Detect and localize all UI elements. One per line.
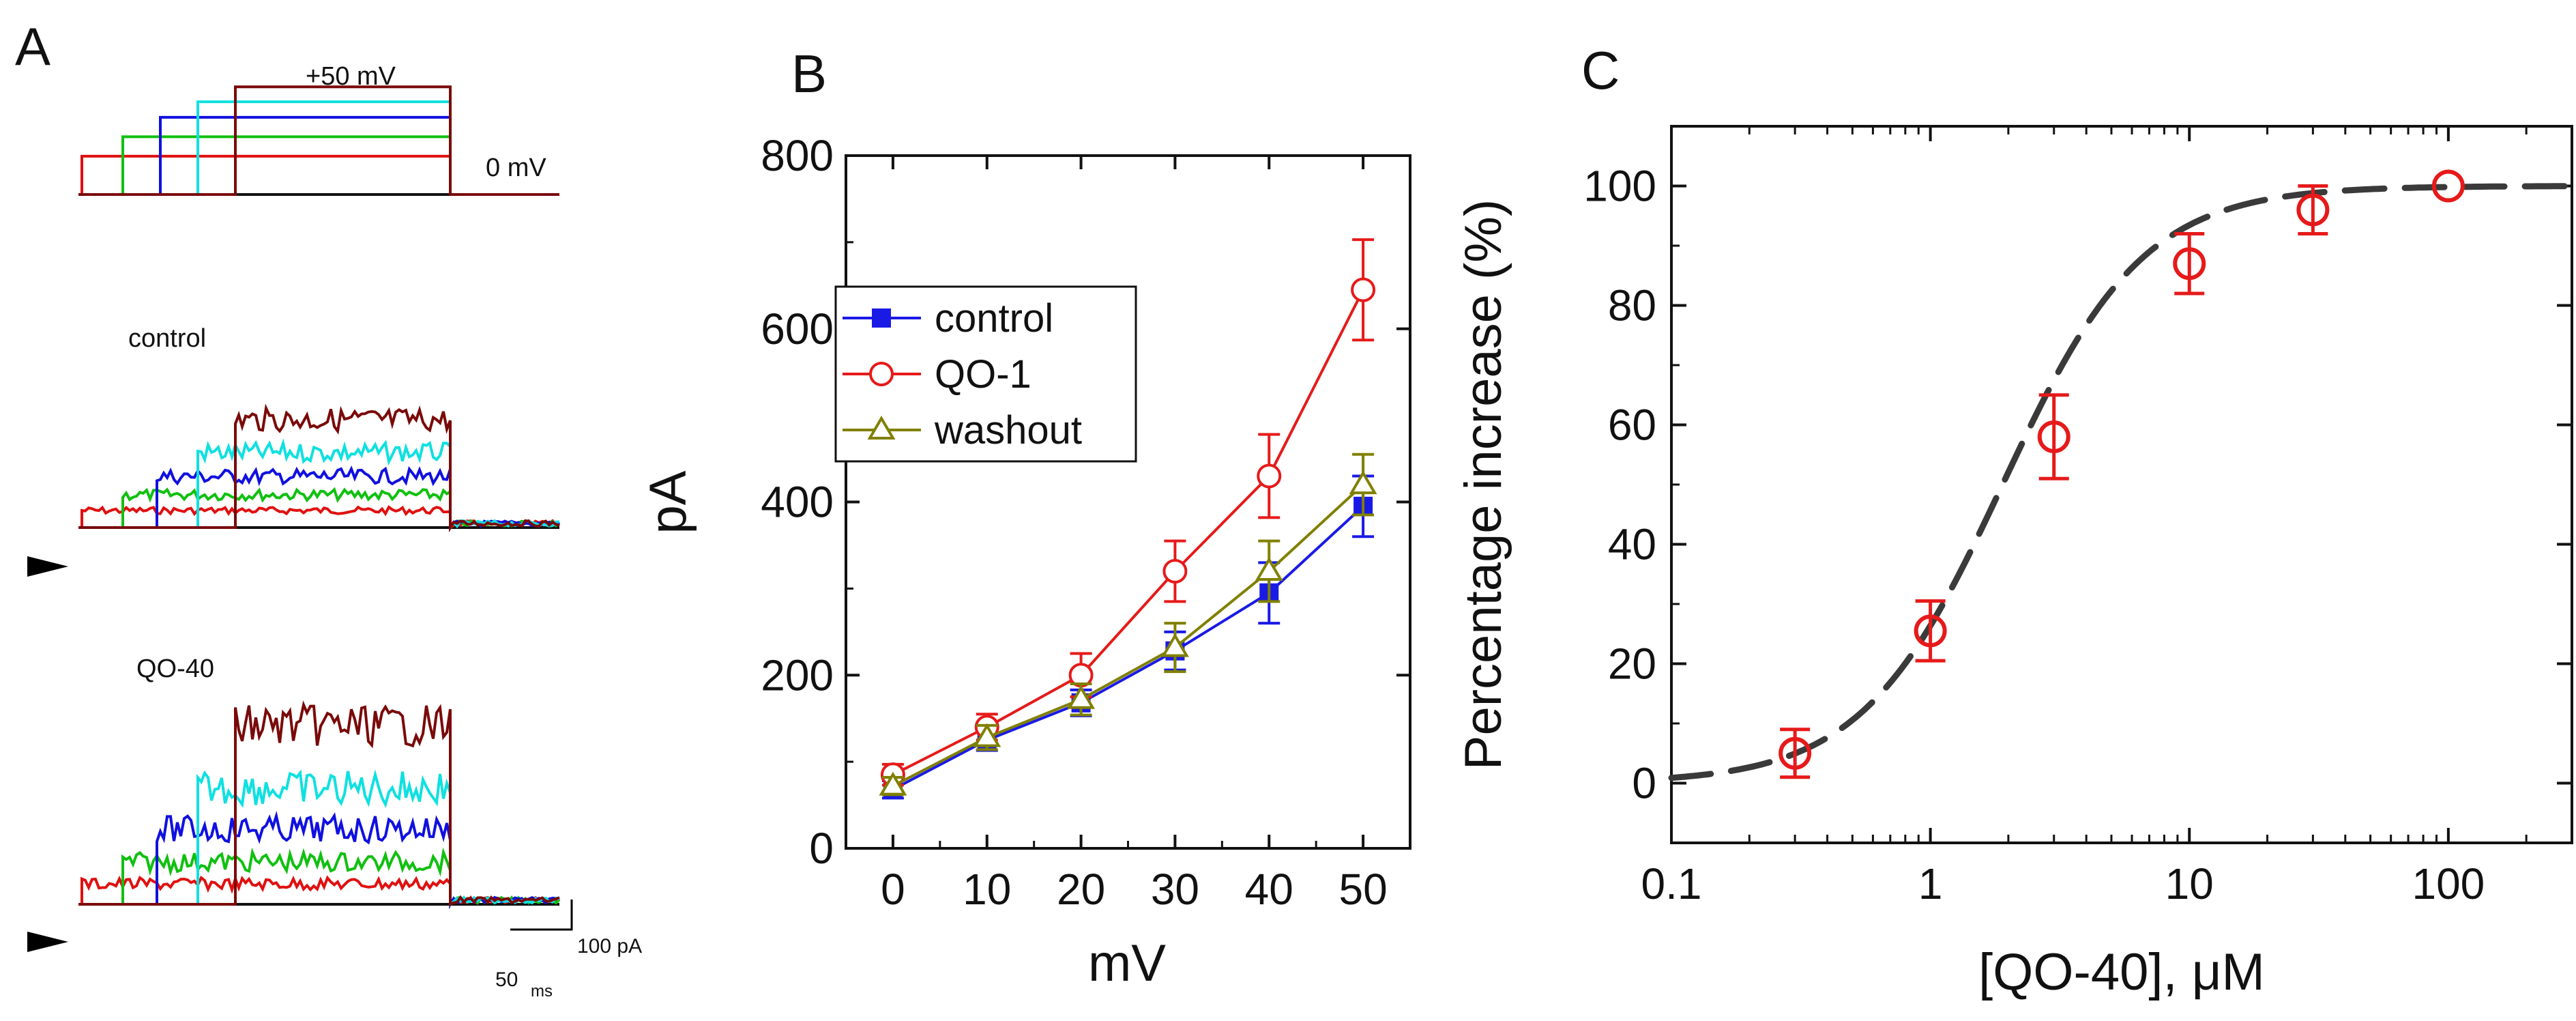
data-point (2173, 247, 2206, 281)
current-trace (78, 700, 560, 907)
fit-curve (1668, 183, 2575, 781)
current-trace (78, 465, 561, 532)
data-point (2037, 420, 2070, 453)
x-tick-label: 100 (2412, 859, 2485, 908)
y-tick-label: 40 (1608, 520, 1656, 569)
series-line (892, 289, 1364, 776)
control-current-traces (78, 403, 561, 532)
data-point (973, 723, 1001, 747)
scale-bar: 100 pA 50 ms (495, 900, 642, 1001)
x-tick-label: 20 (1057, 865, 1105, 914)
zero-current-arrow-icon (27, 556, 68, 577)
y-tick-label: 200 (761, 650, 834, 700)
axes-ticks: 0.1 1 10 100 0 20 40 60 80 100 (1583, 126, 2573, 908)
data-point (1067, 685, 1096, 709)
scale-bar-lines (510, 900, 573, 931)
data-point (1257, 463, 1282, 489)
data-point (1351, 277, 1376, 302)
y-axis-title: Percentage increase (%) (1454, 199, 1512, 770)
voltage-protocol (78, 85, 559, 196)
x-axis-title: [QO-40], μM (1978, 943, 2265, 1001)
qo40-trace-label: QO-40 (136, 655, 214, 683)
legend-label: control (935, 296, 1053, 341)
y-tick-label: 20 (1608, 639, 1656, 689)
legend: control QO-1 washout (834, 285, 1137, 463)
plot-frame (1670, 125, 2573, 844)
current-trace (78, 769, 560, 908)
x-axis-title: mV (1088, 934, 1166, 992)
data-series (1779, 169, 2465, 779)
data-point (1255, 557, 1283, 581)
series-washout (879, 452, 1377, 796)
control-trace-label: control (128, 324, 206, 353)
series-control (881, 474, 1375, 800)
current-trace (78, 403, 560, 532)
x-tick-label: 10 (963, 865, 1011, 914)
panel-c-letter: C (1581, 40, 1620, 100)
data-point (1349, 470, 1377, 495)
series-line (892, 505, 1364, 791)
x-tick-label: 50 (1338, 865, 1387, 914)
x-tick-label: 10 (2165, 859, 2214, 908)
data-point (867, 416, 896, 440)
data-point (1160, 633, 1189, 657)
y-tick-label: 0 (1632, 759, 1656, 808)
x-tick-label: 1 (1918, 859, 1943, 908)
legend-label: QO-1 (935, 352, 1031, 397)
y-tick-label: 400 (761, 478, 834, 527)
series-line (892, 483, 1364, 788)
legend-label: washout (934, 408, 1082, 452)
x-tick-label: 0.1 (1641, 859, 1702, 908)
qo40-current-traces (78, 700, 561, 910)
x-tick-label: 30 (1151, 865, 1199, 914)
x-tick-label: 40 (1245, 865, 1293, 914)
x-tick-label: 0 (881, 865, 905, 914)
data-point (1162, 559, 1188, 584)
panel-a-letter: A (15, 16, 50, 76)
data-point (869, 362, 894, 386)
y-axis-title: pA (639, 470, 697, 534)
panel-b: B 0 10 20 30 40 50 0 200 400 600 800 mV pA control… (639, 44, 1411, 992)
scale-bar-current: 100 pA (577, 935, 642, 958)
data-point (879, 771, 907, 796)
data-point (2296, 193, 2330, 227)
scale-bar-time-unit: ms (531, 982, 553, 1001)
data-point (1779, 736, 1812, 770)
scale-bar-time-value: 50 (495, 968, 518, 991)
panel-a: A +50 mV 0 mV control QO-40 100 pA 50 ms (15, 16, 642, 1001)
y-tick-label: 600 (761, 304, 834, 354)
current-trace (78, 438, 560, 532)
panel-b-letter: B (791, 44, 827, 104)
y-tick-label: 100 (1583, 162, 1656, 211)
hill-fit-line (1668, 183, 2575, 781)
protocol-base-label: 0 mV (486, 154, 546, 182)
y-tick-label: 80 (1608, 281, 1656, 330)
y-tick-label: 0 (809, 824, 834, 873)
plot-frame (845, 154, 1411, 850)
data-series (879, 238, 1377, 800)
axes-ticks: 0 10 20 30 40 50 0 200 400 600 800 (761, 131, 1410, 914)
protocol-trace (78, 85, 559, 196)
data-point (1914, 614, 1947, 648)
panel-c: C 0.1 1 10 100 0 20 40 60 80 100 [QO-40], μM Perc… (1454, 40, 2575, 1001)
data-point (2431, 169, 2465, 203)
zero-current-arrow-icon (27, 932, 68, 952)
y-tick-label: 60 (1608, 401, 1656, 450)
protocol-top-label: +50 mV (306, 62, 396, 91)
y-tick-label: 800 (761, 131, 834, 180)
data-point (872, 308, 891, 328)
